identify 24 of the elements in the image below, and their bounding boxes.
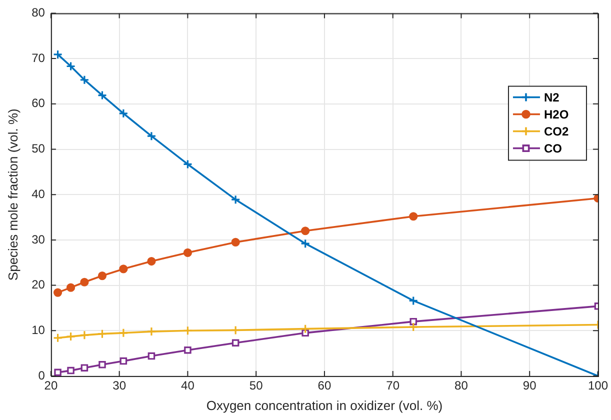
x-tick-label: 70 xyxy=(386,378,400,393)
legend-label: N2 xyxy=(544,90,560,105)
legend-label: CO2 xyxy=(544,124,569,139)
y-tick-label: 30 xyxy=(32,232,46,246)
x-tick-label: 100 xyxy=(588,378,608,393)
y-tick-label: 70 xyxy=(32,50,46,65)
x-tick-label: 50 xyxy=(249,378,264,393)
legend-label: CO xyxy=(544,142,562,156)
y-tick-label: 40 xyxy=(32,186,46,201)
x-tick-label: 30 xyxy=(112,378,126,393)
x-tick-label: 80 xyxy=(454,378,468,393)
x-tick-label: 40 xyxy=(181,378,195,393)
y-axis-title: Species mole fraction (vol. %) xyxy=(5,108,20,281)
legend-label: H2O xyxy=(544,108,569,122)
y-tick-label: 0 xyxy=(38,368,46,382)
y-tick-label: 50 xyxy=(32,142,46,156)
y-tick-label: 80 xyxy=(32,6,46,20)
x-tick-label: 60 xyxy=(318,378,332,393)
x-axis-title: Oxygen concentration in oxidizer (vol. %) xyxy=(206,398,443,413)
y-tick-label: 60 xyxy=(32,96,46,110)
y-tick-label: 20 xyxy=(32,278,46,292)
x-tick-label: 90 xyxy=(522,378,537,393)
y-tick-label: 10 xyxy=(32,322,46,337)
x-tick-label: 20 xyxy=(44,378,58,393)
